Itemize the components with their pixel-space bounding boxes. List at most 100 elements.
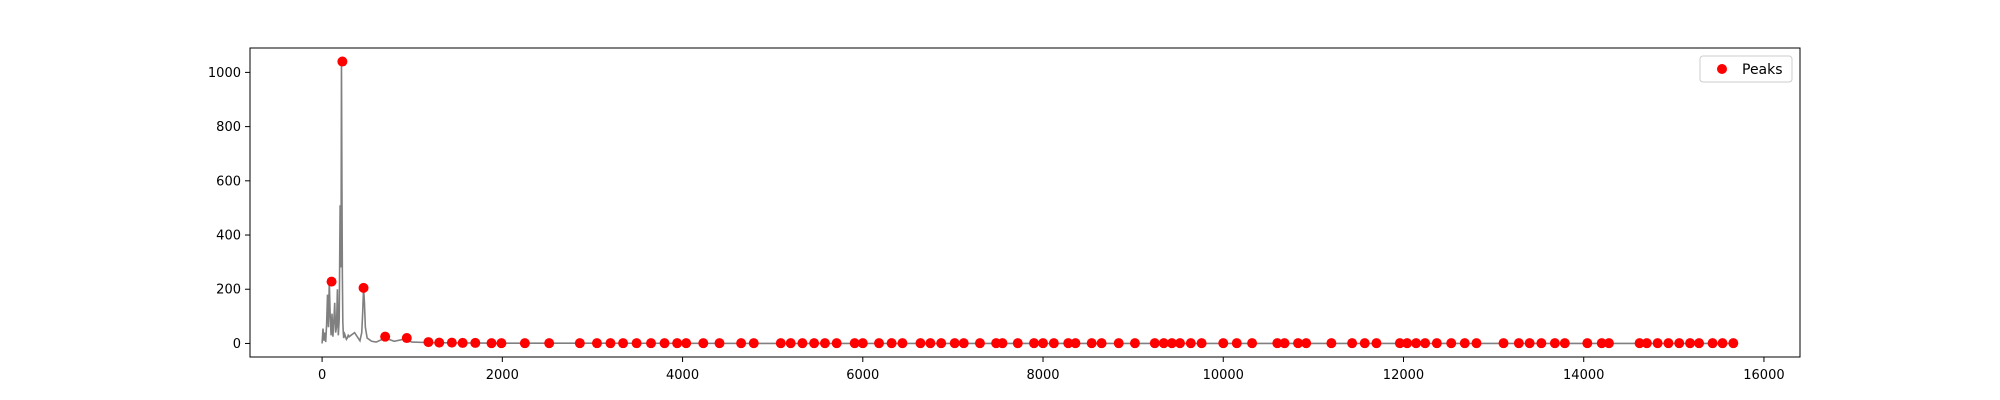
peak-point — [897, 338, 908, 349]
peaks-series — [326, 56, 1739, 349]
x-tick-label: 12000 — [1383, 368, 1424, 383]
peak-point — [1582, 338, 1593, 349]
plot-frame — [249, 47, 1801, 358]
x-tick-label: 16000 — [1743, 368, 1784, 383]
peak-point — [1641, 338, 1652, 349]
peak-point — [591, 338, 602, 349]
peak-point — [1113, 338, 1124, 349]
legend-box — [1699, 55, 1793, 83]
peak-point — [337, 56, 348, 67]
peak-point — [646, 338, 657, 349]
y-tick-label: 1000 — [208, 66, 241, 81]
peak-point — [1175, 338, 1185, 349]
peak-point — [1634, 338, 1645, 349]
y-axis: 0 200 400 600 800 1000 — [208, 66, 250, 352]
x-tick-label: 2000 — [486, 368, 519, 383]
peak-point — [401, 333, 412, 344]
signal-line — [321, 61, 1737, 345]
peak-point — [1086, 338, 1097, 349]
peak-point — [1070, 338, 1081, 349]
peak-point — [1707, 338, 1718, 349]
peak-point — [748, 338, 759, 349]
peak-point — [672, 338, 683, 349]
x-tick-label: 8000 — [1026, 368, 1059, 383]
peak-point — [874, 338, 885, 349]
peak-point — [605, 338, 616, 349]
peak-point — [681, 338, 692, 349]
x-tick-label: 10000 — [1203, 368, 1244, 383]
peak-point — [997, 338, 1008, 349]
peak-point — [358, 282, 369, 293]
peak-point — [974, 338, 985, 349]
x-tick-label: 6000 — [846, 368, 879, 383]
peak-point — [1694, 338, 1705, 349]
legend: Peaks — [1699, 55, 1793, 83]
peak-point — [1663, 338, 1674, 349]
peak-point — [958, 338, 969, 349]
legend-marker-peaks — [1717, 64, 1727, 74]
peak-point — [486, 338, 497, 349]
peak-point — [1048, 338, 1059, 349]
peak-point — [631, 338, 642, 349]
peak-point — [1149, 338, 1160, 349]
x-tick-label: 14000 — [1563, 368, 1604, 383]
peak-point — [1096, 338, 1107, 349]
peak-point — [1038, 338, 1049, 349]
peak-point — [380, 331, 391, 342]
peak-point — [1231, 338, 1242, 349]
peak-point — [819, 338, 830, 349]
peak-point — [1196, 338, 1207, 349]
y-tick-label: 0 — [233, 337, 241, 352]
peak-point — [496, 338, 507, 349]
peak-point — [1431, 338, 1442, 349]
peak-point — [423, 337, 434, 348]
peak-point — [519, 338, 530, 349]
peak-point — [1411, 338, 1422, 349]
peak-point — [1402, 338, 1413, 349]
peak-point — [446, 337, 457, 348]
peak-point — [915, 338, 926, 349]
peak-point — [1717, 338, 1728, 349]
peak-point — [849, 338, 860, 349]
x-tick-label: 0 — [318, 368, 326, 383]
peak-point — [925, 338, 936, 349]
peak-point — [1524, 338, 1535, 349]
peak-point — [1166, 338, 1177, 349]
x-tick-label: 4000 — [666, 368, 699, 383]
peak-point — [1063, 338, 1074, 349]
peak-point — [714, 338, 725, 349]
peak-point — [831, 338, 842, 349]
peak-point — [1498, 338, 1509, 349]
peak-point — [457, 337, 468, 348]
peak-point — [1326, 338, 1337, 349]
peak-point — [1674, 338, 1685, 349]
peak-point — [1420, 338, 1431, 349]
peak-point — [809, 338, 820, 349]
peak-point — [1371, 338, 1382, 349]
peak-point — [1685, 338, 1696, 349]
peak-point — [949, 338, 960, 349]
peak-point — [1603, 338, 1614, 349]
peak-point — [1394, 338, 1405, 349]
peak-point — [574, 338, 585, 349]
x-axis: 0 2000 4000 6000 8000 10000 12000 14000 16000 — [318, 357, 1785, 383]
peak-point — [1247, 338, 1258, 349]
legend-label-peaks: Peaks — [1742, 62, 1783, 78]
peak-point — [1012, 338, 1023, 349]
peak-point — [1549, 338, 1560, 349]
peak-point — [544, 338, 555, 349]
peak-point — [1272, 338, 1283, 349]
peak-point — [698, 338, 709, 349]
peak-point — [797, 338, 808, 349]
peak-point — [775, 338, 786, 349]
peak-point — [1596, 338, 1607, 349]
peak-point — [1471, 338, 1482, 349]
peak-point — [736, 338, 747, 349]
peak-point — [1301, 338, 1312, 349]
signal-series — [321, 61, 1737, 345]
peak-point — [618, 338, 629, 349]
peak-point — [1218, 338, 1229, 349]
peak-point — [326, 276, 337, 287]
peak-point — [785, 338, 796, 349]
